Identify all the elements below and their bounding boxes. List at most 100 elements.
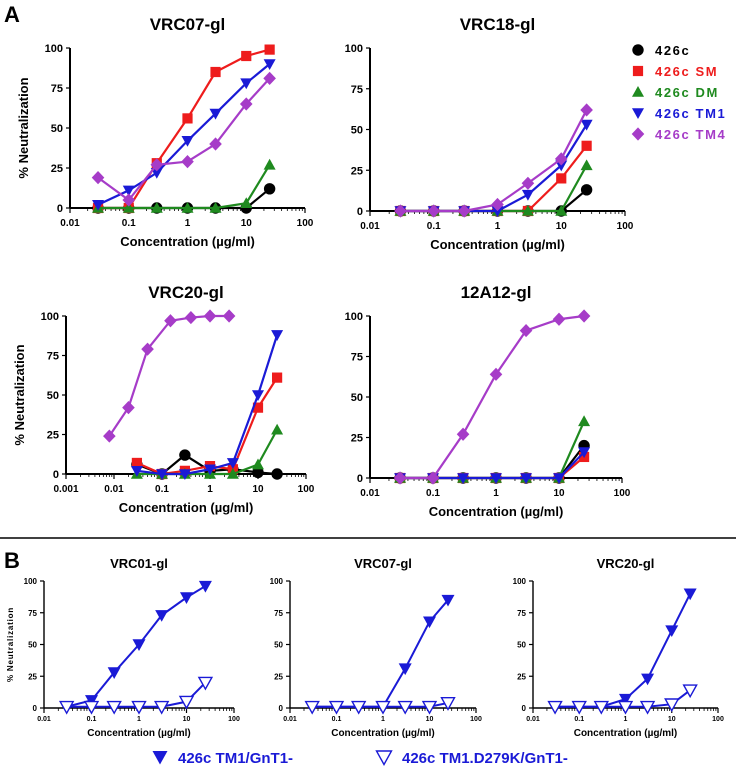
data-point [178,469,191,480]
series-line [400,420,586,480]
legend-marker [632,44,644,56]
data-point [375,700,391,715]
y-tick-label: 0 [57,203,63,215]
data-point [263,158,276,170]
y-tick-label: 100 [345,311,363,323]
series-426c-tm1-d279k-gnt1 [547,684,698,715]
data-point [122,401,135,415]
y-tick-label: 100 [345,43,363,55]
legend-marker [632,65,644,77]
y-tick-label: 75 [274,609,283,618]
data-point [122,185,135,197]
data-point [421,700,438,715]
legend-marker [632,86,644,97]
y-tick-label: 75 [351,84,363,96]
data-point [593,700,610,715]
y-tick-label: 100 [513,577,527,586]
y-tick-label: 0 [279,704,284,713]
data-point [328,700,345,715]
data-point [252,466,264,479]
data-point [184,310,198,325]
data-point [241,50,252,62]
data-point [641,673,655,686]
series-426c-tm1-d279k-gnt1 [304,697,456,715]
data-point [150,158,164,172]
data-point [394,204,407,218]
data-point [130,466,143,477]
legend-marker [631,127,645,141]
data-point [132,639,146,651]
legend-item-426c-sm: 426c SM [632,64,717,79]
chart-title: VRC20-gl [148,283,224,302]
x-tick-label: 1 [137,716,141,723]
data-point [554,152,568,166]
x-tick-label: 10 [252,484,264,495]
y-tick-label: 75 [517,609,526,618]
data-point [252,390,264,401]
x-tick-label: 1 [495,221,501,232]
series-426c-tm4 [91,71,276,207]
data-point [180,592,193,605]
data-point [150,168,163,179]
data-point [665,625,679,638]
x-tick-label: 0.01 [360,221,380,232]
x-tick-label: 10 [183,716,191,723]
data-point [578,447,591,459]
data-point [556,173,567,184]
series-426c-dm [394,415,591,483]
y-axis-label: % Neutralization [12,344,27,445]
data-point [107,667,121,679]
data-point [179,449,191,461]
data-point [155,610,169,622]
data-point [141,342,154,356]
y-axis-label: % Neutralization [6,607,15,682]
series-426c-tm1-d279k-gnt1 [58,676,214,715]
data-point [271,468,283,480]
series-426c-tm1 [130,330,284,480]
x-tick-label: 0.01 [283,716,297,723]
chart-b2-vrc07-gl: VRC07-gl 0 25 50 75 100 0.01 0.1 1 10 100 Concentra… [270,556,482,739]
data-point [272,372,283,383]
data-point [427,204,441,218]
data-point [350,700,367,715]
legend-label: 426c TM1.D279K/GnT1- [402,750,568,767]
data-point [222,309,236,323]
legend-item-426c-dm: 426c DM [632,85,717,100]
x-tick-label: 1 [207,484,213,495]
chart-a1-vrc07-gl: VRC07-gl 0 25 50 75 100 0.01 0.1 1 10 100 Concentra… [16,15,314,249]
data-point [617,700,634,715]
y-tick-label: 100 [270,577,284,586]
x-tick-label: 0.1 [122,218,136,229]
series-426c-tm1-gnt1 [305,594,455,714]
data-point [103,429,116,443]
data-point [198,580,212,593]
data-point [156,469,168,480]
x-axis-label: Concentration (µg/ml) [574,728,678,739]
y-tick-label: 75 [351,352,363,364]
data-point [263,71,276,85]
y-tick-label: 75 [47,351,59,363]
data-point [252,402,264,413]
x-tick-label: 0.01 [360,488,380,499]
data-point [580,119,593,131]
data-point [398,663,412,676]
y-tick-label: 50 [274,641,283,650]
x-tick-label: 1 [624,716,628,723]
y-tick-label: 0 [522,704,527,713]
data-point [209,137,222,151]
data-point [131,457,143,469]
y-tick-label: 25 [351,433,363,445]
y-tick-label: 0 [357,473,363,485]
y-tick-label: 50 [517,641,526,650]
x-tick-label: 0.1 [87,716,97,723]
x-axis-label: Concentration (µg/ml) [119,500,254,515]
chart-title: VRC07-gl [354,556,412,571]
data-point [240,197,253,208]
x-tick-label: 10 [556,221,568,232]
series-426c-tm4 [394,103,593,218]
series-426c-tm1-gnt1 [548,588,697,714]
chart-a2-vrc18-gl: VRC18-gl 0 25 50 75 100 0.01 0.1 1 10 100 Concentra… [345,15,634,252]
series-line [66,585,206,708]
y-tick-label: 0 [53,469,59,481]
data-point [252,458,264,470]
